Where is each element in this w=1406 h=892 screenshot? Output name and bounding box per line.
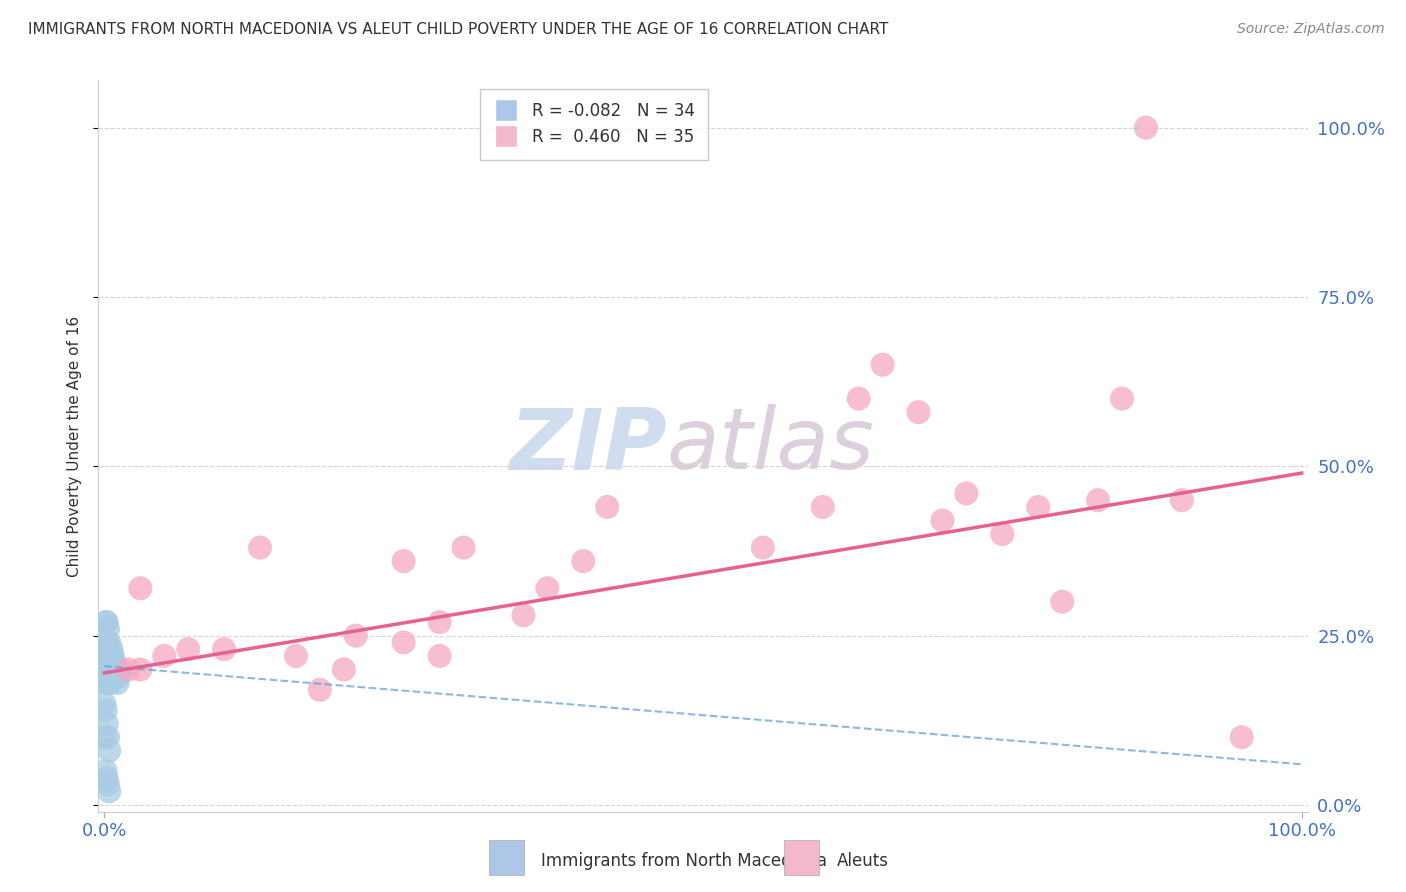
Point bbox=[931, 514, 953, 528]
Point bbox=[1050, 595, 1073, 609]
Point bbox=[96, 615, 118, 629]
Point bbox=[392, 635, 415, 649]
Point bbox=[98, 663, 121, 677]
Point bbox=[333, 663, 356, 677]
Text: Aleuts: Aleuts bbox=[837, 852, 889, 870]
Point bbox=[94, 764, 117, 778]
Point bbox=[100, 669, 122, 683]
Text: Source: ZipAtlas.com: Source: ZipAtlas.com bbox=[1237, 22, 1385, 37]
Point bbox=[153, 648, 176, 663]
Point bbox=[98, 635, 121, 649]
Point bbox=[392, 554, 415, 568]
Point bbox=[1171, 493, 1194, 508]
Point bbox=[96, 635, 118, 649]
Point bbox=[105, 669, 128, 683]
Y-axis label: Child Poverty Under the Age of 16: Child Poverty Under the Age of 16 bbox=[67, 316, 83, 576]
Point bbox=[429, 648, 451, 663]
Point bbox=[98, 784, 121, 798]
Point bbox=[991, 527, 1014, 541]
Point bbox=[848, 392, 870, 406]
Point bbox=[1026, 500, 1049, 514]
Point bbox=[96, 771, 118, 785]
Point bbox=[108, 663, 131, 677]
Point bbox=[1087, 493, 1109, 508]
Point bbox=[596, 500, 619, 514]
Point bbox=[97, 778, 120, 792]
Text: IMMIGRANTS FROM NORTH MACEDONIA VS ALEUT CHILD POVERTY UNDER THE AGE OF 16 CORRE: IMMIGRANTS FROM NORTH MACEDONIA VS ALEUT… bbox=[28, 22, 889, 37]
Point bbox=[955, 486, 977, 500]
Point bbox=[344, 629, 367, 643]
Point bbox=[94, 703, 117, 717]
Point bbox=[103, 656, 125, 670]
Text: Immigrants from North Macedonia: Immigrants from North Macedonia bbox=[541, 852, 827, 870]
Point bbox=[212, 642, 235, 657]
Point bbox=[572, 554, 595, 568]
Point bbox=[536, 581, 558, 595]
Point bbox=[249, 541, 271, 555]
Point bbox=[104, 663, 127, 677]
Point bbox=[97, 730, 120, 744]
Point bbox=[97, 676, 120, 690]
Text: atlas: atlas bbox=[666, 404, 875, 488]
Point bbox=[97, 622, 120, 636]
Point bbox=[101, 648, 124, 663]
Point bbox=[100, 676, 122, 690]
Point bbox=[811, 500, 834, 514]
Point bbox=[94, 642, 117, 657]
Point bbox=[872, 358, 894, 372]
Point bbox=[94, 676, 117, 690]
Point bbox=[512, 608, 534, 623]
Point bbox=[100, 642, 122, 657]
Point bbox=[98, 744, 121, 758]
Point bbox=[129, 581, 152, 595]
Point bbox=[97, 648, 120, 663]
Point bbox=[1111, 392, 1133, 406]
Point bbox=[429, 615, 451, 629]
Point bbox=[96, 663, 118, 677]
Point bbox=[94, 615, 117, 629]
Point bbox=[107, 669, 129, 683]
Point bbox=[100, 648, 122, 663]
Point bbox=[117, 663, 139, 677]
Point bbox=[129, 663, 152, 677]
Point bbox=[1230, 730, 1253, 744]
Point bbox=[453, 541, 475, 555]
Point bbox=[101, 669, 124, 683]
Legend: R = -0.082   N = 34, R =  0.460   N = 35: R = -0.082 N = 34, R = 0.460 N = 35 bbox=[481, 88, 709, 160]
Point bbox=[177, 642, 200, 657]
Point bbox=[96, 716, 118, 731]
Point bbox=[93, 730, 115, 744]
Point bbox=[107, 676, 129, 690]
Point bbox=[752, 541, 775, 555]
Point bbox=[1135, 120, 1157, 135]
Point bbox=[93, 697, 115, 711]
Point bbox=[309, 682, 332, 697]
Point bbox=[284, 648, 307, 663]
Point bbox=[93, 663, 115, 677]
Point bbox=[907, 405, 929, 419]
Text: ZIP: ZIP bbox=[509, 404, 666, 488]
